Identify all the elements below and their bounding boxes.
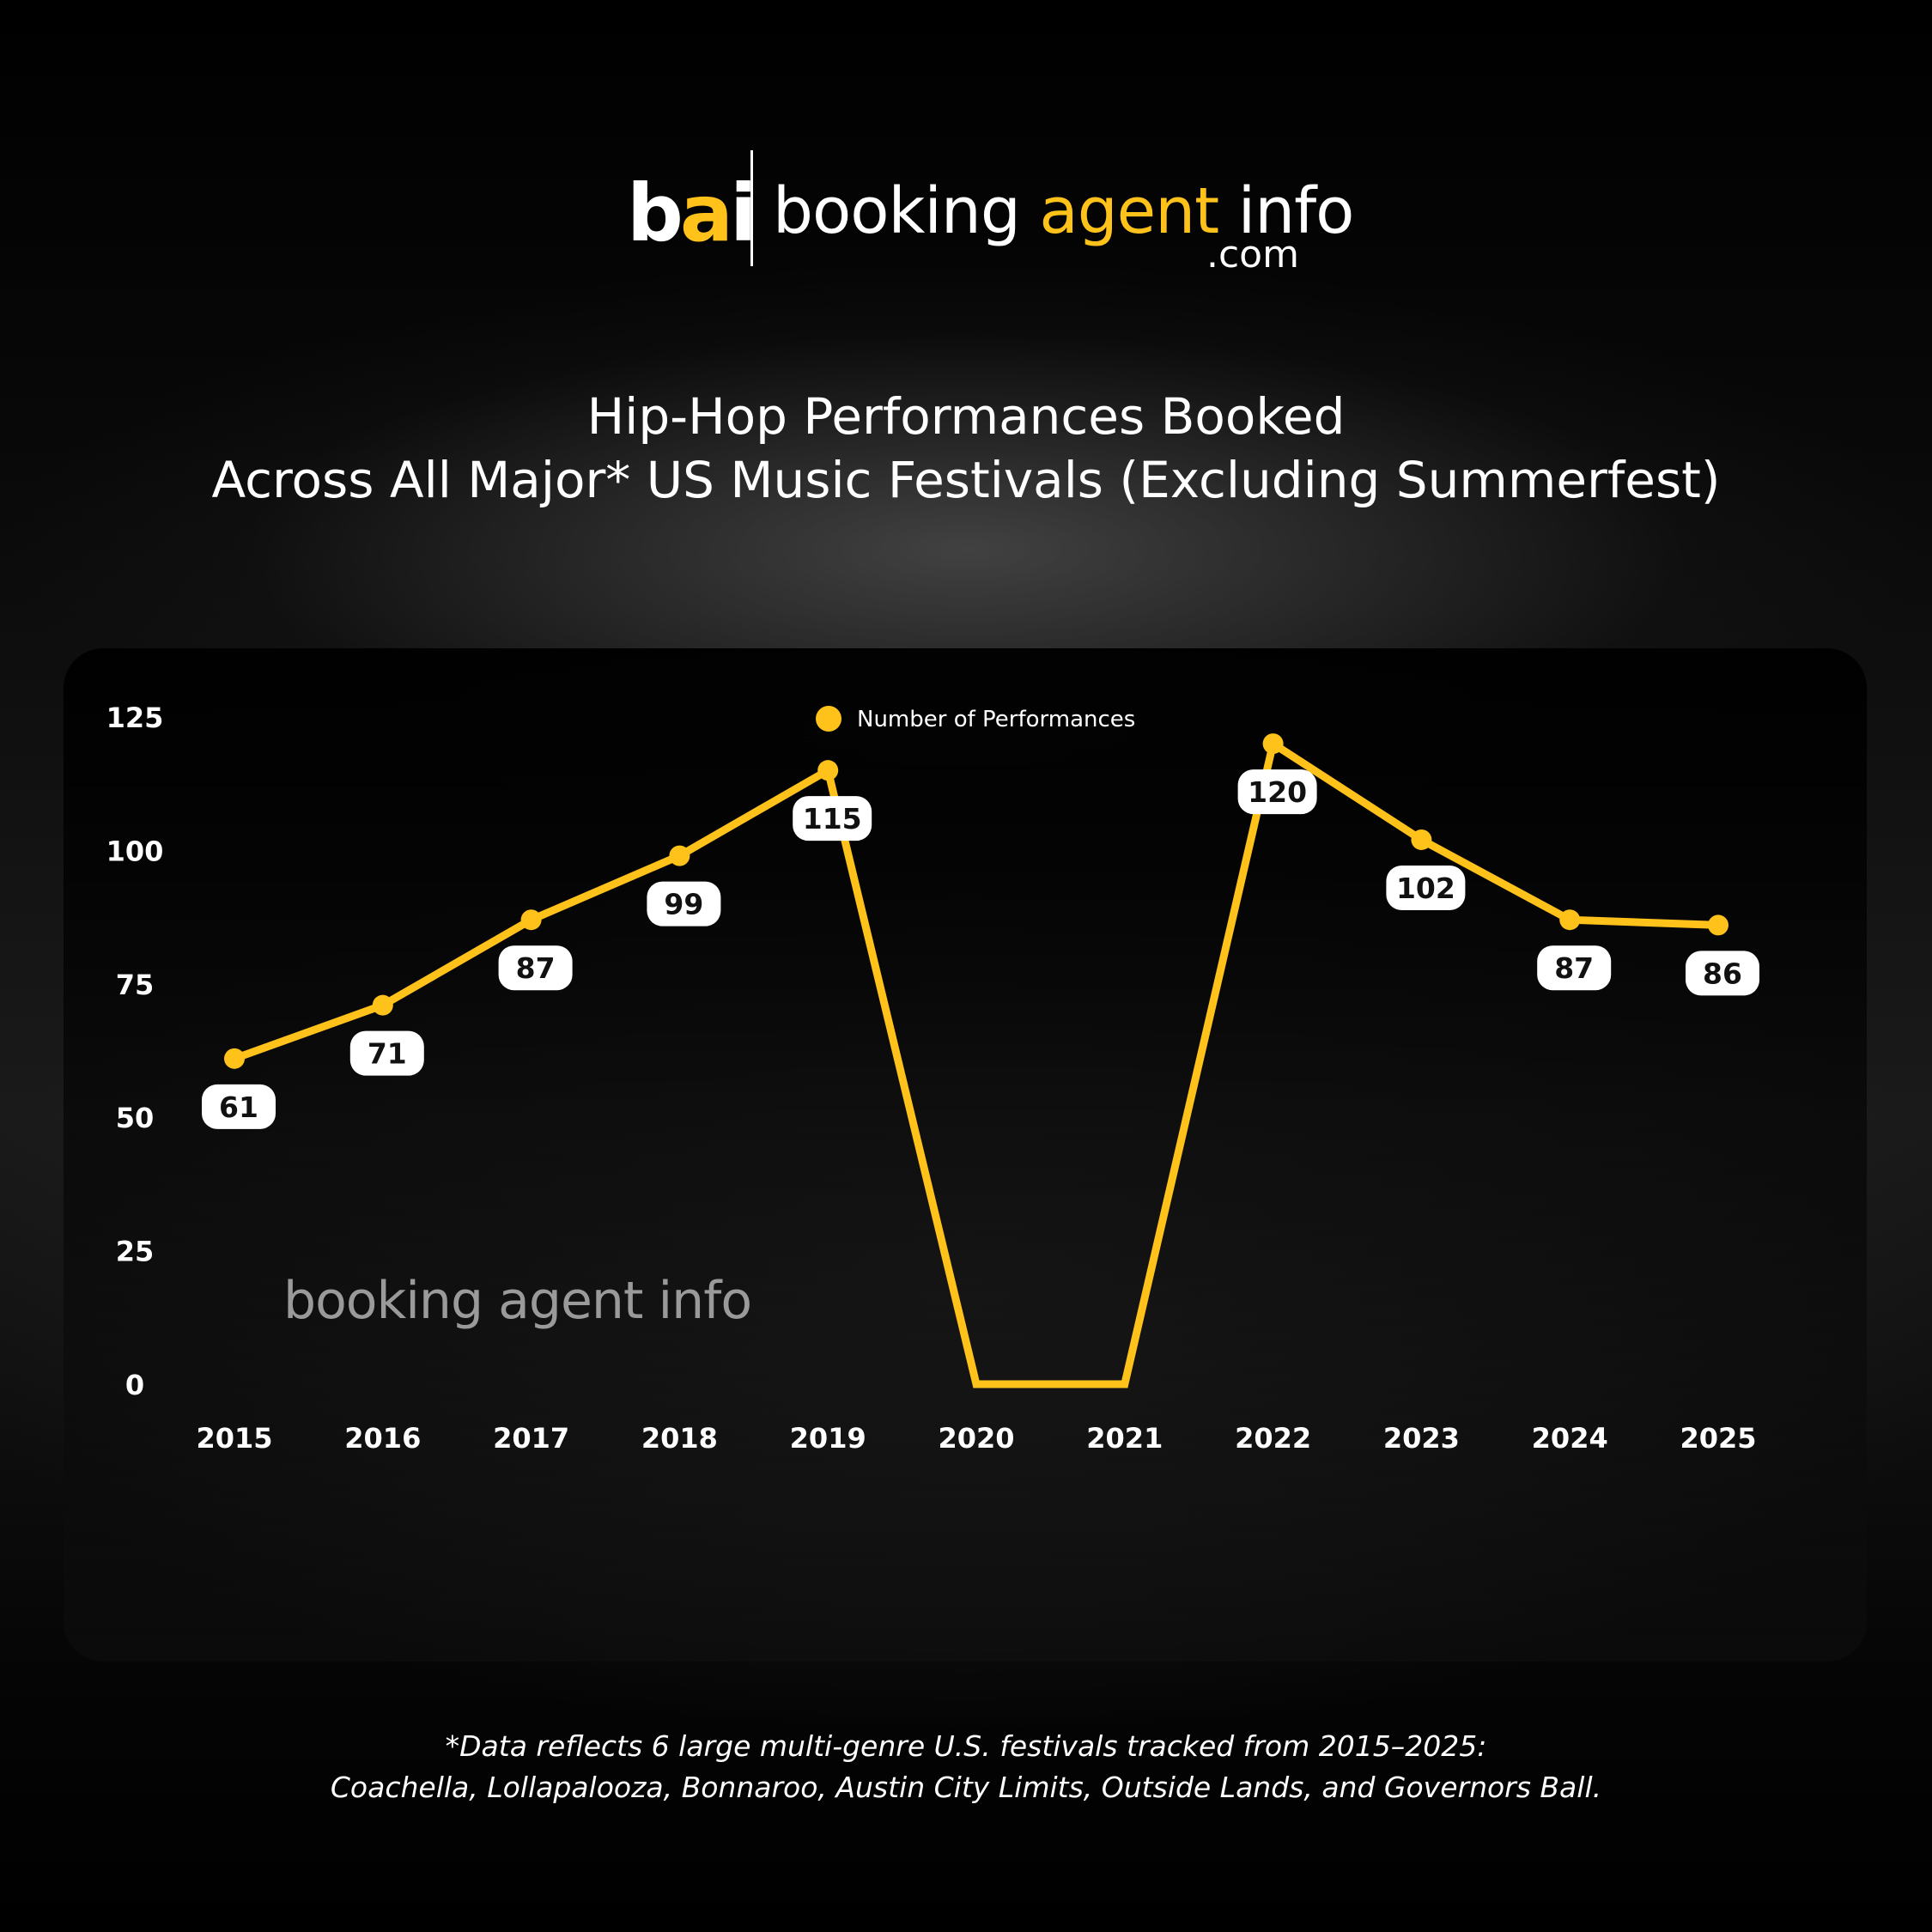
- data-label: 61: [219, 1091, 258, 1124]
- data-label-box: [349, 1030, 424, 1076]
- x-tick-label: 2024: [1532, 1422, 1608, 1455]
- x-tick-label: 2018: [641, 1422, 718, 1455]
- data-point: [520, 909, 542, 931]
- legend: Number of Performances: [816, 706, 1135, 732]
- brand-name: booking agent info: [773, 174, 1355, 248]
- x-axis: 2015 2016 2017 2018 2019 2020 2021 2022 2023 2024…: [196, 1422, 1756, 1455]
- data-label-box: [793, 796, 872, 841]
- plot-area: 61 71 87 99 115 120 102 87 86: [202, 733, 1759, 1388]
- data-point: [224, 1048, 245, 1069]
- y-tick-label: 75: [116, 969, 155, 1001]
- data-label: 99: [664, 888, 703, 921]
- brand-domain: .com: [1206, 233, 1299, 276]
- data-label: 86: [1703, 957, 1742, 990]
- footnote: *Data reflects 6 large multi-genre U.S. …: [0, 1726, 1932, 1808]
- data-point: [1559, 909, 1581, 931]
- y-tick-label: 0: [125, 1369, 144, 1401]
- series-line: [233, 737, 1719, 1388]
- data-label-box: [1537, 945, 1612, 991]
- data-label-box: [647, 881, 721, 927]
- data-label: 71: [368, 1037, 407, 1071]
- y-tick-label: 100: [106, 835, 164, 867]
- data-label: 120: [1248, 775, 1307, 809]
- brand-header: bai booking agent info .com: [0, 150, 1932, 279]
- watermark-text: booking agent info: [283, 1271, 752, 1331]
- chart-title: Hip-Hop Performances Booked Across All M…: [0, 385, 1932, 512]
- logo-letter-a: a: [679, 167, 733, 259]
- x-tick-label: 2023: [1383, 1422, 1460, 1455]
- data-label: 102: [1396, 872, 1455, 905]
- data-label-box: [1686, 951, 1759, 996]
- footnote-line-2: Coachella, Lollapalooza, Bonnaroo, Austi…: [330, 1771, 1602, 1804]
- chart-title-line-2: Across All Major* US Music Festivals (Ex…: [211, 451, 1721, 509]
- chart-panel: [64, 648, 1867, 1662]
- x-tick-label: 2017: [493, 1422, 569, 1455]
- y-tick-label: 125: [106, 702, 164, 734]
- x-tick-label: 2021: [1086, 1422, 1163, 1455]
- brand-name-agent: agent: [1039, 174, 1219, 248]
- x-tick-label: 2022: [1235, 1422, 1311, 1455]
- brand-name-info: info: [1218, 174, 1355, 248]
- data-point: [669, 845, 690, 866]
- x-tick-label: 2025: [1680, 1422, 1756, 1455]
- x-tick-label: 2015: [196, 1422, 272, 1455]
- data-point: [1411, 829, 1432, 850]
- legend-label: Number of Performances: [857, 707, 1135, 732]
- x-tick-label: 2016: [344, 1422, 421, 1455]
- y-tick-label: 25: [116, 1236, 155, 1268]
- x-tick-label: 2020: [938, 1422, 1014, 1455]
- data-label-box: [1237, 769, 1317, 815]
- data-label: 87: [1554, 951, 1594, 985]
- data-label-box: [1386, 865, 1466, 910]
- y-tick-label: 50: [116, 1102, 155, 1134]
- data-label: 115: [803, 802, 862, 835]
- x-tick-label: 2019: [790, 1422, 866, 1455]
- data-label-box: [202, 1084, 276, 1129]
- data-point: [817, 760, 839, 781]
- y-axis: 0 25 50 75 100 125: [106, 702, 164, 1401]
- logo-letter-b: b: [627, 167, 683, 259]
- chart-title-line-1: Hip-Hop Performances Booked: [586, 387, 1346, 446]
- brand-name-booking: booking: [773, 174, 1040, 248]
- data-point: [1708, 914, 1728, 936]
- footnote-line-1: *Data reflects 6 large multi-genre U.S. …: [445, 1729, 1487, 1763]
- legend-marker: [816, 706, 841, 732]
- data-point: [372, 994, 393, 1016]
- data-label-box: [498, 945, 573, 991]
- data-label: 87: [516, 951, 556, 985]
- logo-divider: [750, 150, 753, 266]
- data-point: [1262, 733, 1284, 755]
